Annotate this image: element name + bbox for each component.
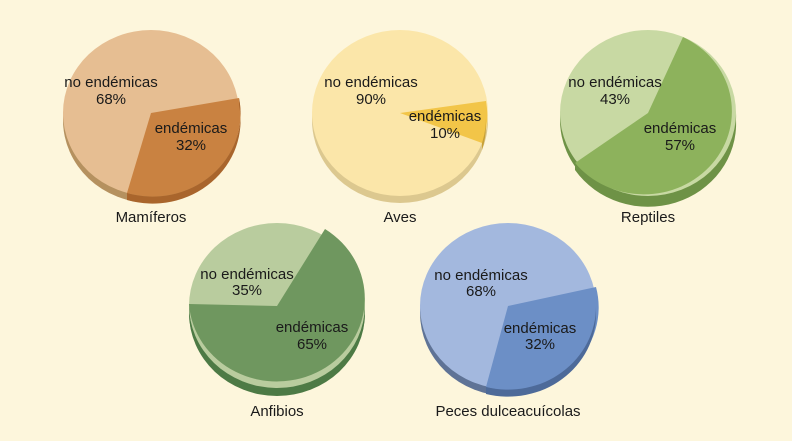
pie-peces: no endémicas 68% endémicas 32% Peces dul… — [420, 223, 599, 420]
mamiferos-no-endemicas-value: 68% — [96, 91, 126, 108]
aves-title: Aves — [383, 209, 416, 226]
peces-no-endemicas-value: 68% — [466, 283, 496, 300]
mamiferos-endemicas-value: 32% — [176, 137, 206, 154]
pie-mamiferos: no endémicas 68% endémicas 32% Mamíferos — [63, 30, 241, 226]
pie-aves: no endémicas 90% endémicas 10% Aves — [312, 30, 488, 226]
peces-endemicas-value: 32% — [525, 336, 555, 353]
aves-no-endemicas-label: no endémicas — [324, 74, 417, 91]
reptiles-title: Reptiles — [621, 209, 675, 226]
anfibios-title: Anfibios — [250, 403, 303, 420]
anfibios-endemicas-label: endémicas — [276, 319, 349, 336]
reptiles-no-endemicas-label: no endémicas — [568, 74, 661, 91]
anfibios-endemicas-value: 65% — [297, 336, 327, 353]
aves-endemicas-value: 10% — [430, 125, 460, 142]
reptiles-endemicas-label: endémicas — [644, 120, 717, 137]
peces-no-endemicas-label: no endémicas — [434, 267, 527, 284]
reptiles-endemicas-value: 57% — [665, 137, 695, 154]
pie-reptiles: no endémicas 43% endémicas 57% Reptiles — [560, 30, 737, 226]
mamiferos-endemicas-label: endémicas — [155, 120, 228, 137]
mamiferos-no-endemicas-label: no endémicas — [64, 74, 157, 91]
peces-title: Peces dulceacuícolas — [435, 403, 580, 420]
aves-endemicas-label: endémicas — [409, 108, 482, 125]
anfibios-no-endemicas-label: no endémicas — [200, 266, 293, 283]
aves-no-endemicas-value: 90% — [356, 91, 386, 108]
pie-anfibios: no endémicas 35% endémicas 65% Anfibios — [188, 223, 365, 420]
peces-endemicas-label: endémicas — [504, 320, 577, 337]
anfibios-no-endemicas-value: 35% — [232, 282, 262, 299]
reptiles-no-endemicas-value: 43% — [600, 91, 630, 108]
mamiferos-title: Mamíferos — [116, 209, 187, 226]
